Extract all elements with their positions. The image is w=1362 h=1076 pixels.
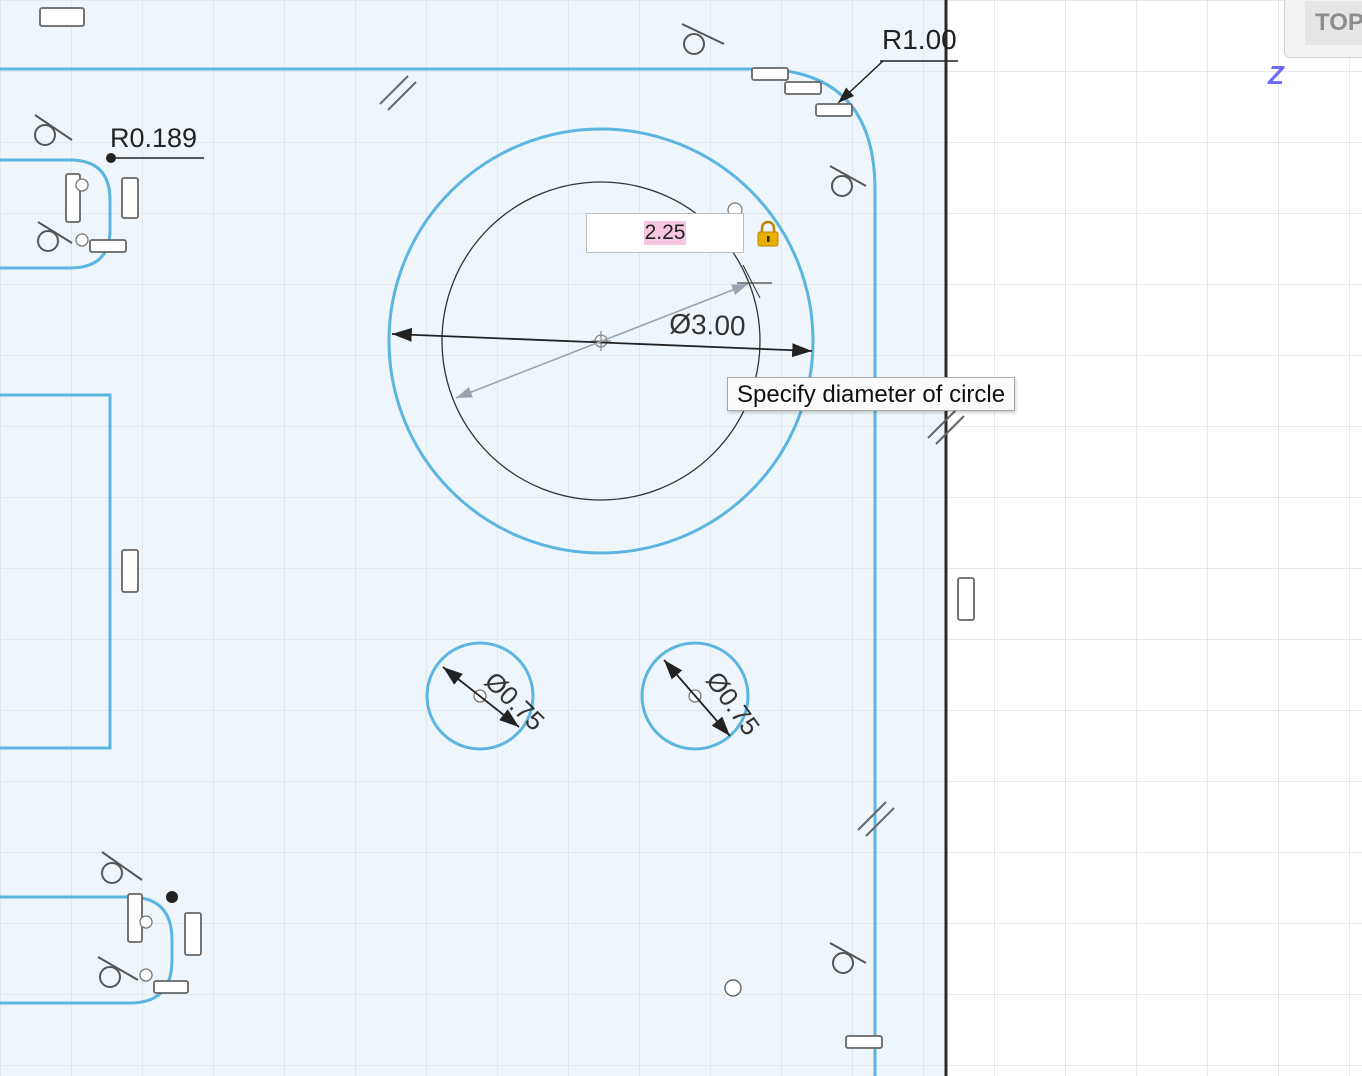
sketch-point [724, 979, 742, 997]
main-diameter-label: Ø3.00 [669, 308, 746, 342]
small-hole-right [640, 641, 750, 751]
small-hole-left [425, 641, 535, 751]
diameter-input[interactable]: 2.25 [586, 213, 744, 253]
lock-icon[interactable] [756, 220, 780, 248]
pocket-top-left [0, 158, 112, 270]
pocket-bottom-left [0, 895, 174, 1005]
z-axis-label: Z [1268, 60, 1284, 90]
main-circle [387, 127, 815, 555]
viewcube[interactable]: TOP [1284, 0, 1362, 58]
rectangle-left [0, 393, 112, 750]
tooltip: Specify diameter of circle [727, 377, 1016, 411]
parallel-constraint-icon[interactable] [379, 75, 965, 837]
tooltip-text: Specify diameter of circle [737, 381, 1006, 408]
horizontal-constraint-icon[interactable] [39, 7, 883, 1049]
tangent-constraint-icon[interactable] [34, 23, 867, 988]
radius-left-label: R0.189 [110, 123, 197, 153]
preview-diameter-line [455, 283, 749, 399]
radius-top-right-label: R1.00 [882, 24, 957, 55]
viewcube-top-face[interactable]: TOP [1305, 1, 1362, 45]
diameter-input-value: 2.25 [643, 221, 687, 245]
